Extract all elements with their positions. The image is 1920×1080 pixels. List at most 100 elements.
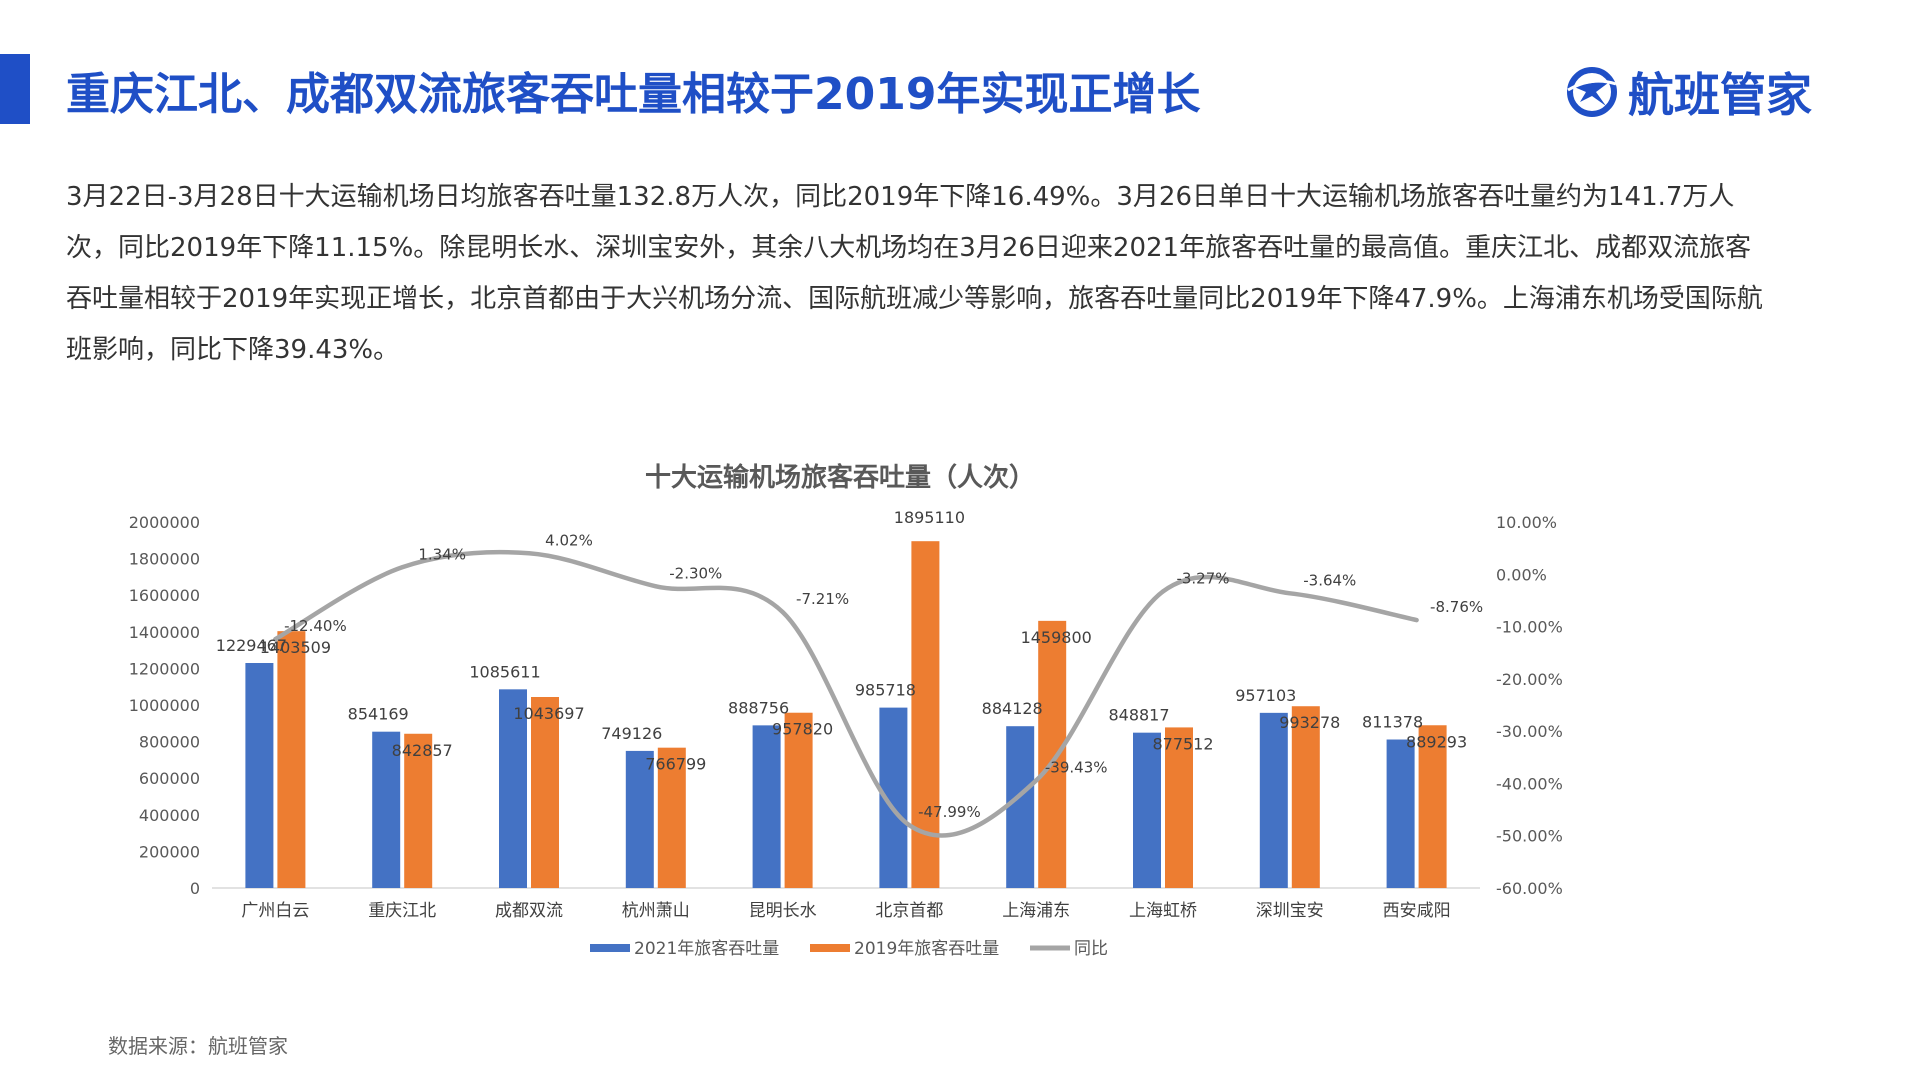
data-label-2019: 1459800 [1021,628,1092,647]
yoy-data-label: -2.30% [669,564,722,582]
data-label-2021: 811378 [1362,713,1423,732]
data-label-2021: 888756 [728,698,789,717]
data-label-2019: 889293 [1406,732,1467,751]
y-tick-label: 600000 [139,769,200,788]
y2-tick-label: -10.00% [1496,618,1563,637]
yoy-line [273,549,1419,838]
data-label-2021: 884128 [982,699,1043,718]
yoy-point [527,551,531,556]
brand-logo: 航班管家 [1566,62,1812,122]
data-label-2019: 993278 [1279,713,1340,732]
yoy-data-label: 1.34% [418,545,466,563]
yoy-data-label: -39.43% [1045,758,1108,776]
y-tick-label: 1000000 [129,696,200,715]
yoy-point [1414,618,1419,623]
bar-2019 [531,697,559,888]
yoy-point [1161,589,1165,594]
x-tick-label: 重庆江北 [368,901,436,921]
data-label-2019: 957820 [772,720,833,739]
yoy-data-label: 4.02% [545,531,593,549]
y2-tick-label: -30.00% [1496,722,1563,741]
yoy-point [273,637,278,642]
bar-2019 [1418,725,1447,888]
y2-tick-label: 10.00% [1496,513,1557,532]
y-tick-label: 1800000 [129,550,200,569]
legend-label: 2021年旅客吞吐量 [634,939,779,959]
data-label-2019: 1895110 [894,508,965,527]
yoy-point [780,609,785,614]
bar-2021 [1259,712,1288,888]
legend-swatch [590,944,630,952]
data-label-2021: 1085611 [469,662,540,681]
bar-2021 [1133,732,1161,888]
y2-tick-label: 0.00% [1496,565,1547,584]
chart-title: 十大运输机场旅客吞吐量（人次） [645,462,1035,493]
legend-swatch [810,944,850,952]
yoy-point [1034,778,1039,783]
bar-2021 [372,731,401,888]
y2-tick-label: -40.00% [1496,774,1563,793]
bar-2019 [1165,727,1193,888]
legend-label: 同比 [1074,939,1108,959]
yoy-data-label: -47.99% [918,803,981,821]
bar-2021 [245,663,274,888]
y2-tick-label: -60.00% [1496,879,1563,898]
legend-label: 2019年旅客吞吐量 [854,939,999,959]
yoy-point [1287,591,1292,596]
data-label-2021: 854169 [348,705,409,724]
data-label-2021: 957103 [1235,686,1296,705]
x-tick-label: 昆明长水 [749,901,817,921]
x-tick-label: 西安咸阳 [1383,901,1451,921]
x-tick-label: 上海虹桥 [1129,901,1197,921]
bar-2021 [625,750,654,888]
data-label-2021: 985718 [855,681,916,700]
x-tick-label: 杭州萧山 [622,901,690,921]
bar-2021 [499,689,527,888]
x-tick-label: 成都双流 [495,901,563,921]
x-tick-label: 广州白云 [241,901,309,921]
data-label-2021: 1229467 [216,636,287,655]
page-title: 重庆江北、成都双流旅客吞吐量相较于2019年实现正增长 [66,69,1201,120]
y-tick-label: 1200000 [129,659,200,678]
yoy-data-label: -3.64% [1303,571,1356,589]
y-tick-label: 1600000 [129,586,200,605]
intro-paragraph: 3月22日-3月28日十大运输机场日均旅客吞吐量132.8万人次，同比2019年… [66,182,1763,365]
yoy-data-label: -7.21% [796,590,849,608]
yoy-data-label: -8.76% [1430,598,1483,616]
bar-2021 [752,725,781,888]
title-accent-bar [0,54,30,124]
y-tick-label: 800000 [139,733,200,752]
yoy-point [653,584,658,589]
bar-2021 [1006,726,1035,888]
bar-2019 [404,733,433,888]
chart-container: 十大运输机场旅客吞吐量（人次） 1229467 1403509 854169 8428… [0,440,1920,980]
y-tick-label: 400000 [139,806,200,825]
data-label-2019: 766799 [645,755,706,774]
y-tick-label: 200000 [139,842,200,861]
x-tick-label: 深圳宝安 [1256,901,1324,921]
data-label-2019: 1043697 [513,704,584,723]
data-label-2019: 842857 [392,741,453,760]
bar-2019 [277,631,306,888]
data-source: 数据来源：航班管家 [108,1034,288,1058]
y-tick-label: 0 [190,879,200,898]
yoy-point [907,823,912,828]
y2-tick-label: -50.00% [1496,827,1563,846]
data-label-2021: 848817 [1108,706,1169,725]
logo-text: 航班管家 [1628,68,1812,122]
data-label-2019: 877512 [1152,734,1213,753]
bar-2019 [784,712,813,888]
yoy-data-label: -3.27% [1176,569,1229,587]
x-tick-label: 上海浦东 [1002,901,1070,921]
bar-2019 [1038,620,1067,888]
yoy-data-label: -12.40% [284,617,347,635]
data-label-2019: 1403509 [260,638,331,657]
data-label-2021: 749126 [601,724,662,743]
y-tick-label: 2000000 [129,513,200,532]
bar-2019 [1291,706,1320,888]
x-tick-label: 北京首都 [875,901,943,921]
bar-2019 [657,747,686,888]
bar-2021 [1386,739,1415,888]
yoy-point [400,565,405,570]
